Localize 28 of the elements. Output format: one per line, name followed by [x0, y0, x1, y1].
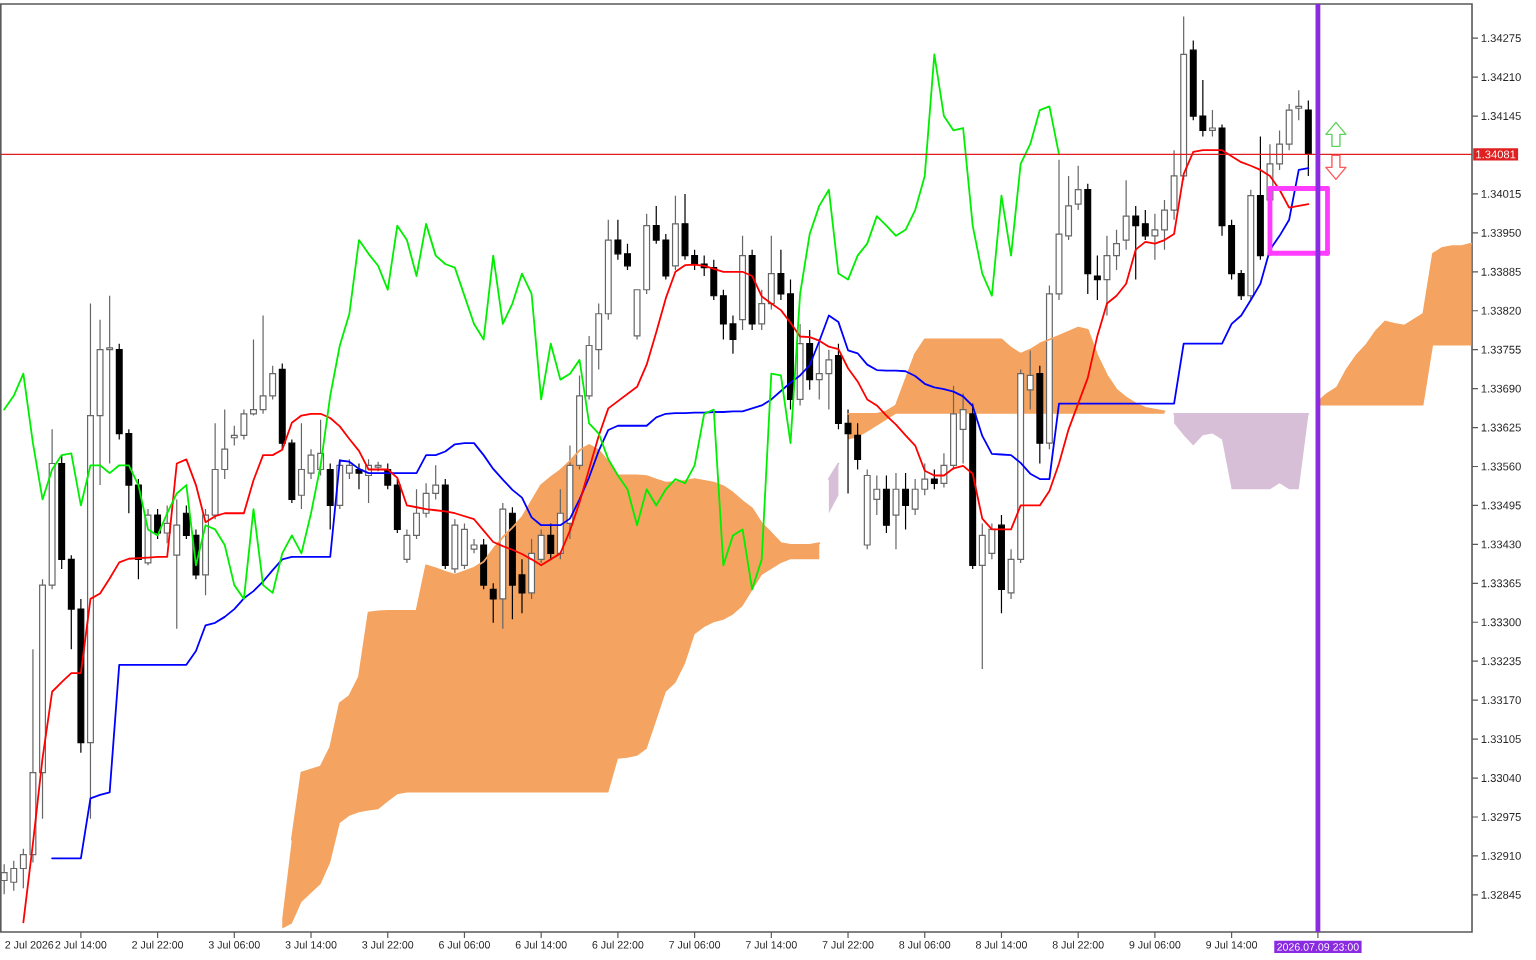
candlestick	[739, 235, 747, 331]
candlestick	[1295, 89, 1303, 121]
candlestick	[854, 422, 862, 471]
candlestick	[748, 249, 756, 331]
candlestick	[1036, 365, 1044, 465]
candlestick	[1208, 109, 1216, 137]
candlestick	[154, 508, 162, 540]
candlestick	[489, 582, 497, 624]
candlestick	[1093, 255, 1101, 301]
candlestick	[671, 195, 679, 271]
candlestick	[1122, 179, 1130, 251]
candlestick	[1247, 189, 1255, 301]
candlestick	[480, 538, 488, 590]
candlestick	[499, 502, 507, 630]
candlestick	[1256, 135, 1264, 261]
candlestick	[1084, 183, 1092, 295]
candlestick	[930, 468, 938, 490]
candlestick	[1304, 99, 1312, 177]
candlestick	[1074, 165, 1082, 211]
candlestick	[997, 514, 1005, 614]
candlestick	[796, 323, 804, 406]
candlestick	[326, 462, 334, 530]
candlestick	[892, 472, 900, 550]
candlestick	[902, 472, 910, 530]
candlestick	[882, 474, 890, 534]
candlestick	[969, 403, 977, 570]
candlestick	[547, 522, 555, 560]
candlestick	[441, 478, 449, 570]
